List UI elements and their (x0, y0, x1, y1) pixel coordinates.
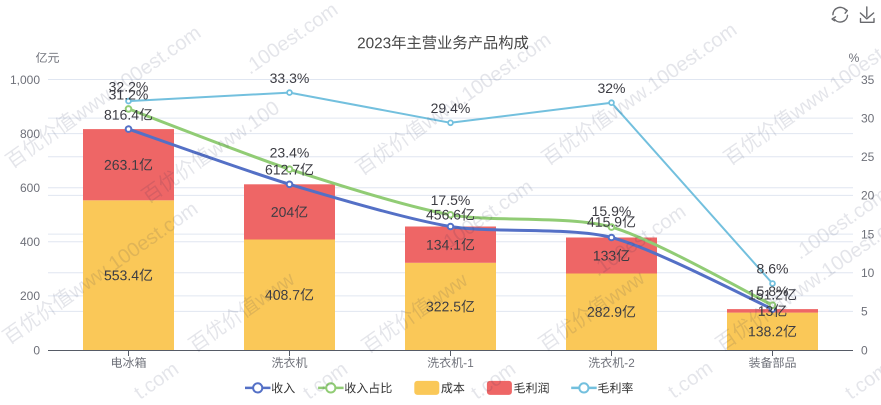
svg-text:400: 400 (20, 235, 40, 249)
svg-text:15.9%: 15.9% (592, 203, 632, 219)
svg-text:600: 600 (20, 181, 40, 195)
svg-text:30: 30 (861, 111, 875, 125)
svg-text:35: 35 (861, 73, 875, 87)
svg-text:20: 20 (861, 189, 875, 203)
svg-text:1,000: 1,000 (10, 73, 40, 87)
svg-text:10: 10 (861, 266, 875, 280)
svg-text:0: 0 (861, 343, 868, 357)
svg-text:25: 25 (861, 150, 875, 164)
svg-text:33.3%: 33.3% (270, 70, 310, 86)
svg-text:5: 5 (861, 305, 868, 319)
svg-text:15: 15 (861, 227, 875, 241)
svg-text:17.5%: 17.5% (431, 192, 471, 208)
svg-text:0: 0 (33, 343, 40, 357)
svg-text:31.2%: 31.2% (109, 87, 149, 103)
svg-text:5.8%: 5.8% (757, 283, 789, 299)
svg-text:8.6%: 8.6% (757, 261, 789, 277)
svg-text:200: 200 (20, 289, 40, 303)
svg-text:32%: 32% (597, 80, 625, 96)
svg-text:800: 800 (20, 127, 40, 141)
svg-text:%: % (849, 51, 860, 65)
svg-text:23.4%: 23.4% (270, 145, 310, 161)
